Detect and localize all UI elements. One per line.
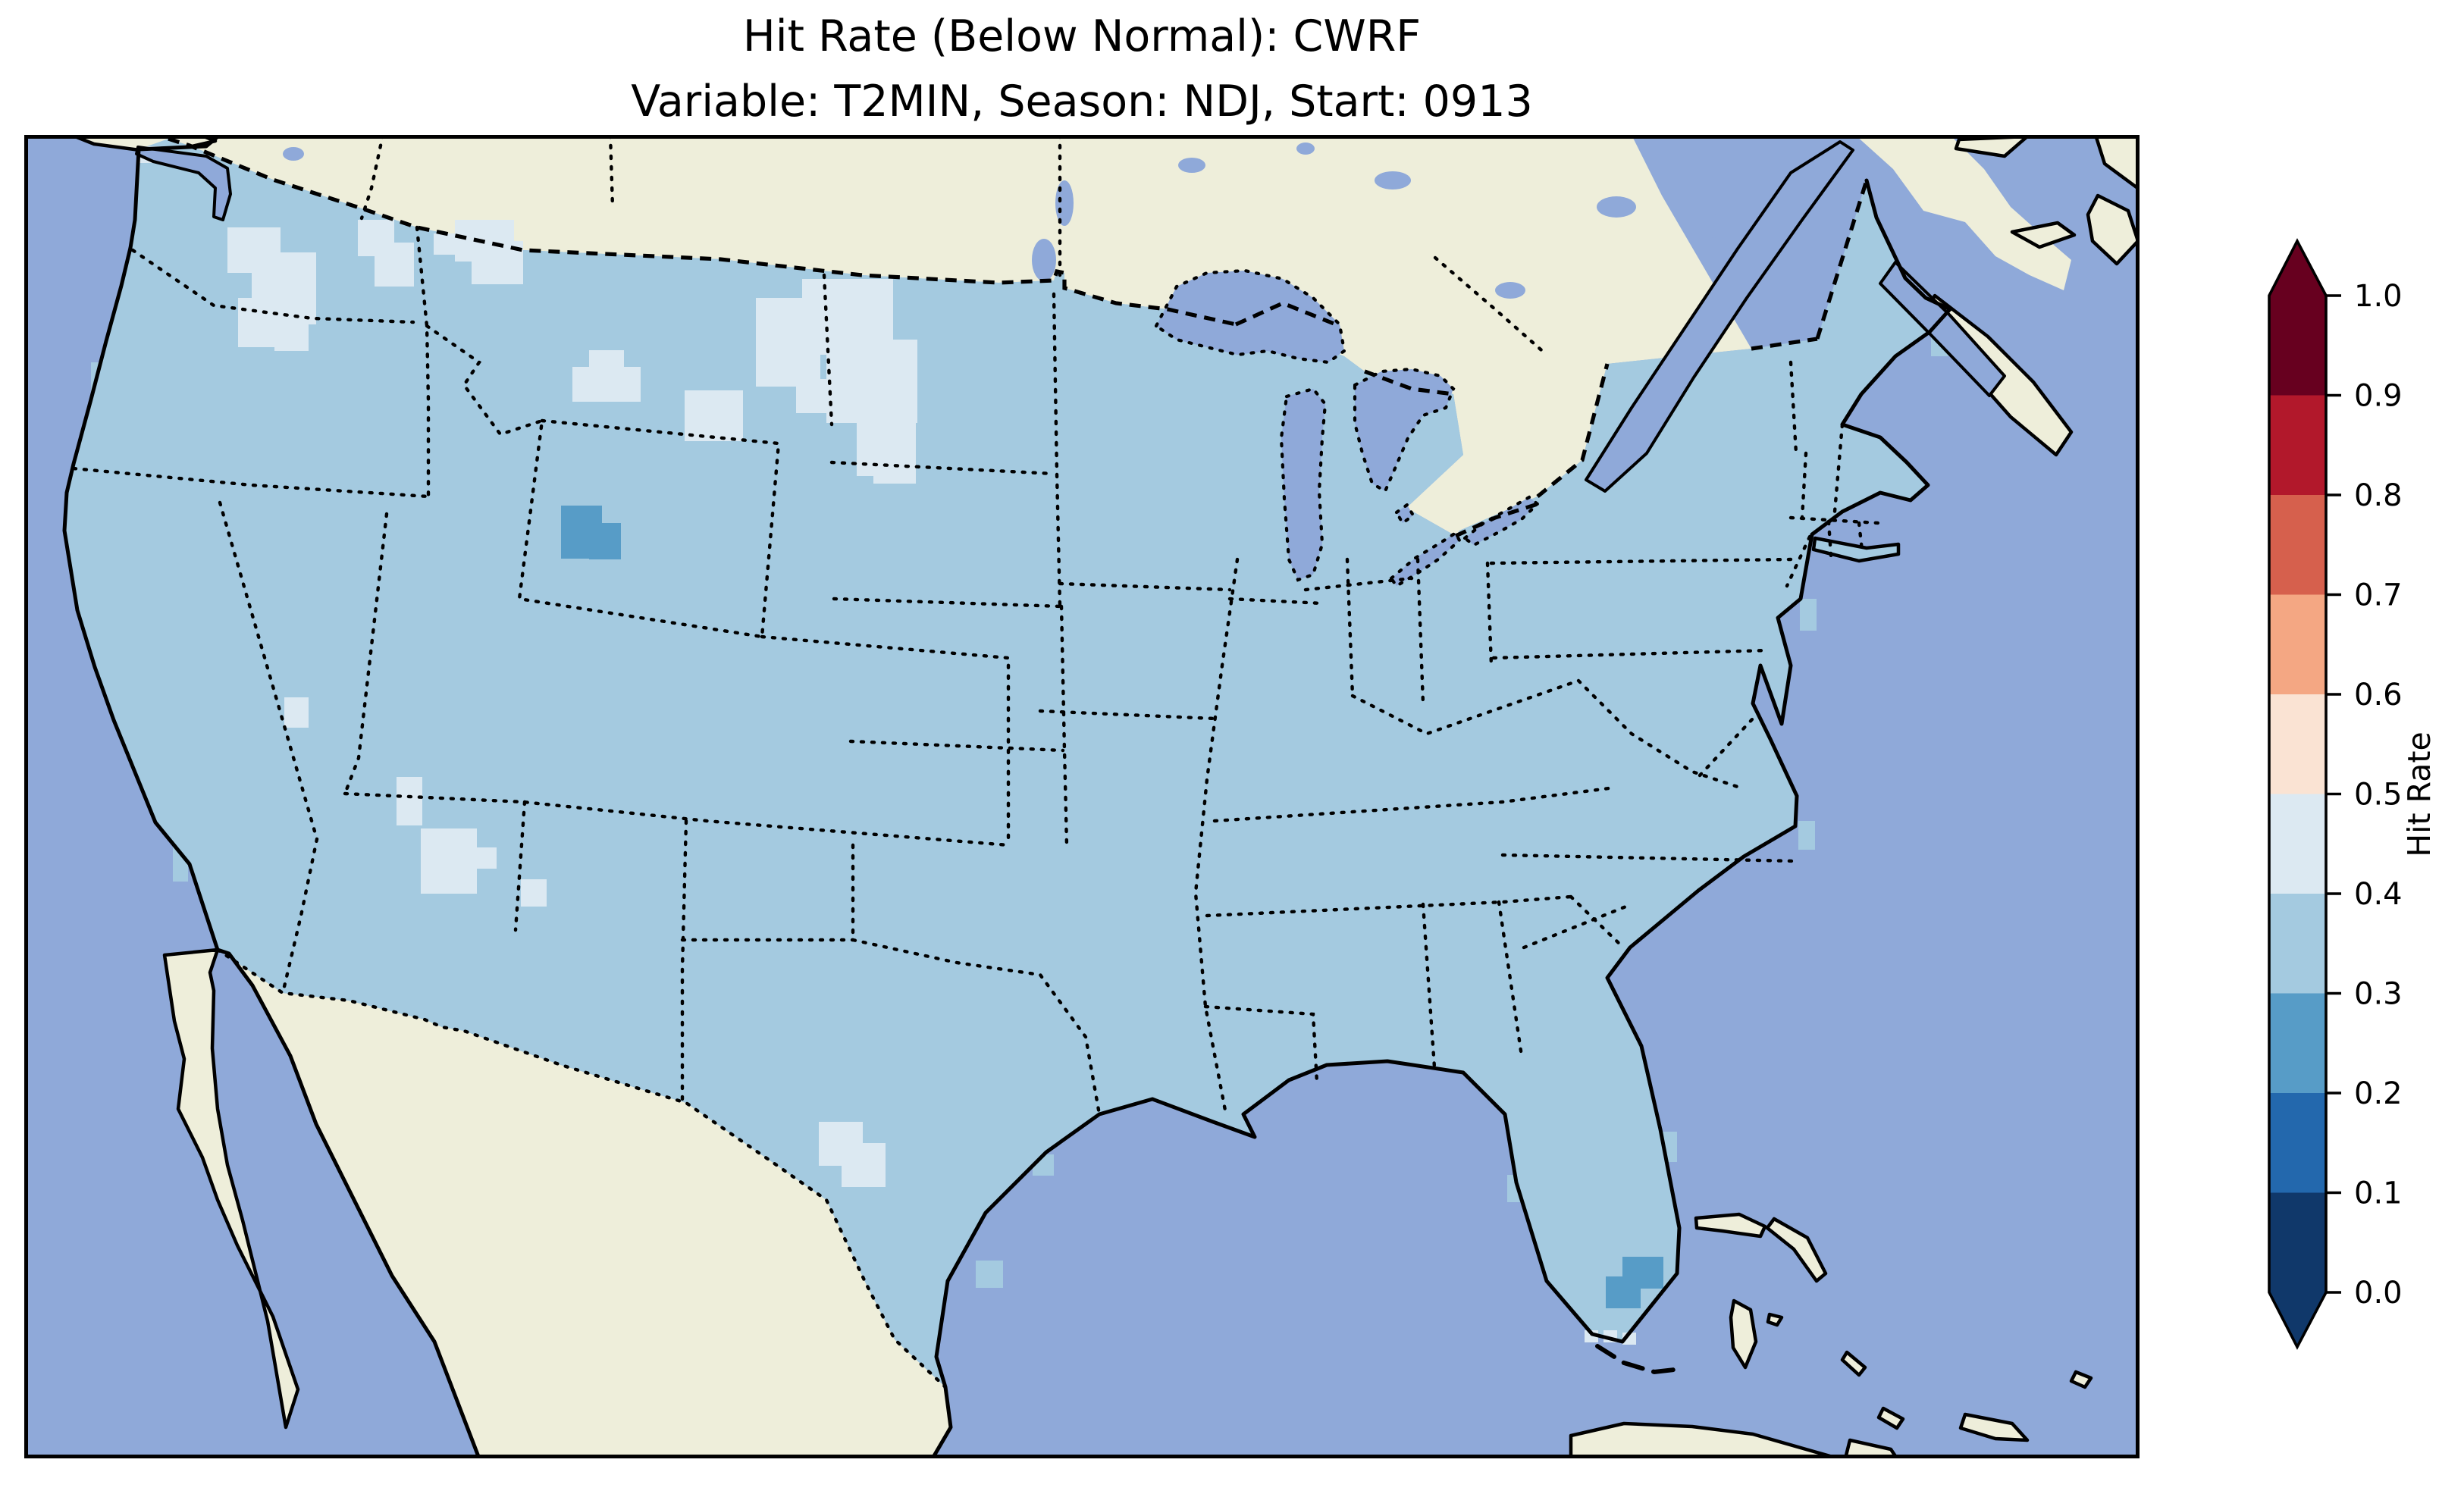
baja-california [162,947,300,1430]
map-canvas [24,135,2140,1458]
turks-cay [2069,1370,2093,1389]
colorbar-tick-label: 0.0 [2354,1276,2403,1311]
prince-edward-island [2010,221,2077,249]
coastlines [62,135,1952,1458]
colorbar-tick-label: 0.1 [2354,1176,2403,1211]
cuba [1569,1421,1840,1458]
colorbar-ticks: 1.0 0.9 0.8 0.7 0.6 0.5 0.4 0.3 0.2 0.1 … [2326,279,2403,1311]
andros [1729,1298,1758,1370]
colorbar-tick-label: 0.3 [2354,977,2403,1012]
colorbar-tick-label: 0.7 [2354,578,2403,613]
colorbar-axis-label: Hit Rate [2401,731,2437,857]
figure-title: Hit Rate (Below Normal): CWRF Variable: … [24,5,2140,134]
colorbar: 1.0 0.9 0.8 0.7 0.6 0.5 0.4 0.3 0.2 0.1 … [2268,238,2437,1350]
colorbar-segment [2269,794,2326,894]
colorbar-segment [2269,894,2326,994]
canada-lake-9 [1706,214,1721,238]
cuba-east [1843,1438,1899,1458]
lake-st-clair [1394,502,1415,526]
newfoundland-corner [2093,135,2140,192]
canada-lake-6 [1495,282,1525,299]
colorbar-segment [2269,296,2326,396]
colorbar-tick-label: 0.5 [2354,778,2403,813]
bahama-cay-3 [1876,1406,1905,1430]
colorbar-segment [2269,1093,2326,1193]
grand-bahama-abaco [1694,1212,1767,1239]
colorbar-segment [2269,594,2326,694]
state-borders [71,225,1880,1117]
lake-superior [1154,268,1346,365]
gulf-atlantic-coastline [930,307,1952,1458]
title-line-2: Variable: T2MIN, Season: NDJ, Start: 091… [631,76,1533,127]
colorbar-tick-label: 0.4 [2354,877,2403,912]
canada-lake-1 [283,147,304,161]
pacific-coastline [62,135,481,1458]
lakes-group [135,140,2006,588]
colorbar-segment [2269,395,2326,495]
canada-land [139,135,1817,536]
maine-maritime-coastline [1864,178,1952,312]
colorbar-tick-label: 0.2 [2354,1076,2403,1111]
st-lawrence-river [1585,140,1854,493]
colorbar-tick-label: 0.9 [2354,379,2403,414]
province-borders [359,135,1549,357]
new-brunswick-gaspe-land [1855,135,2071,290]
international-borders [168,136,1869,1389]
canada-lake-3 [1055,180,1074,226]
title-line-1: Hit Rate (Below Normal): CWRF [742,11,1422,61]
canada-lake-5 [1375,171,1411,189]
mexico-land [218,950,951,1458]
long-island [1811,536,1901,563]
colorbar-segment [2269,993,2326,1093]
florida-keys [1595,1344,1683,1375]
canada-lake-7 [1597,196,1636,218]
hispaniola-edge [1958,1412,2030,1442]
colorbar-segments [2269,241,2326,1347]
lake-michigan [1279,387,1328,582]
colorbar-tick-label: 1.0 [2354,279,2403,314]
colorbar-over-arrow [2269,241,2326,296]
colorbar-segment [2269,694,2326,794]
colorbar-segment [2269,1192,2326,1292]
us-canada-border-lakes [1234,180,1869,538]
colorbar-segment [2269,495,2326,595]
colorbar-under-arrow [2269,1292,2326,1347]
cells-bin-04-05 [138,146,1636,1345]
bahama-cay-1 [1766,1312,1784,1327]
colorbar-tick-label: 0.6 [2354,678,2403,713]
cape-breton [2086,193,2140,266]
eleuthera [1765,1217,1828,1283]
us-canada-border [168,136,1237,327]
lake-erie [1389,530,1462,588]
bay-of-fundy [1879,261,2006,397]
bahama-cay-2 [1840,1350,1867,1377]
lake-huron [1353,367,1456,494]
map-frame [24,135,2140,1458]
canada-lake-8 [1296,143,1315,155]
puget-sound [135,146,232,221]
canada-lake-4 [1178,158,1205,173]
colorbar-tick-label: 0.8 [2354,478,2403,513]
cells-bin-02-03 [561,506,1663,1308]
canada-lake-2 [1032,239,1056,281]
